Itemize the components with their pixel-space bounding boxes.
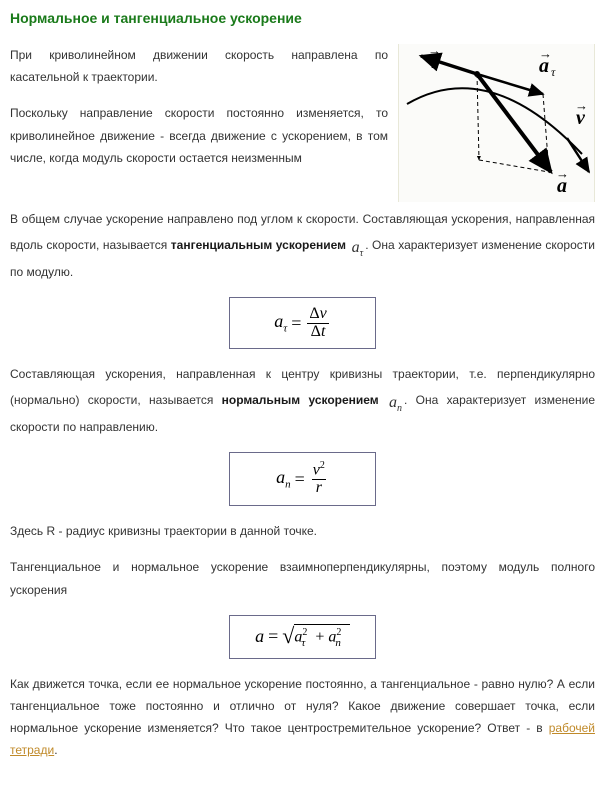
svg-text:→: →	[539, 46, 552, 61]
term-normal: нормальным ускорением	[222, 393, 379, 407]
page-title: Нормальное и тангенциальное ускорение	[10, 10, 595, 26]
para-5: Здесь R - радиус кривизны траектории в д…	[10, 520, 595, 542]
svg-text:→: →	[556, 166, 569, 181]
para-3: В общем случае ускорение направлено под …	[10, 208, 595, 283]
para-7-a: Как движется точка, если ее нормальное у…	[10, 677, 595, 735]
formula-normal: an = v2 r	[229, 452, 376, 506]
para-4: Составляющая ускорения, направленная к ц…	[10, 363, 595, 438]
para-7-b: .	[54, 743, 57, 757]
svg-text:τ: τ	[551, 65, 556, 79]
para-6: Тангенциальное и нормальное ускорение вз…	[10, 556, 595, 600]
symbol-a-n: an	[387, 394, 404, 411]
formula-tangential: aτ = Δv Δt	[229, 297, 376, 349]
svg-text:→: →	[575, 98, 588, 113]
symbol-a-tau: aτ	[350, 239, 366, 256]
svg-text:→: →	[428, 44, 441, 58]
para-7: Как движется точка, если ее нормальное у…	[10, 673, 595, 762]
vector-diagram: v → a τ → v → a →	[398, 44, 595, 202]
term-tangential: тангенциальным ускорением	[171, 238, 346, 252]
formula-total: a = √ a2τ + a2n	[229, 615, 376, 659]
